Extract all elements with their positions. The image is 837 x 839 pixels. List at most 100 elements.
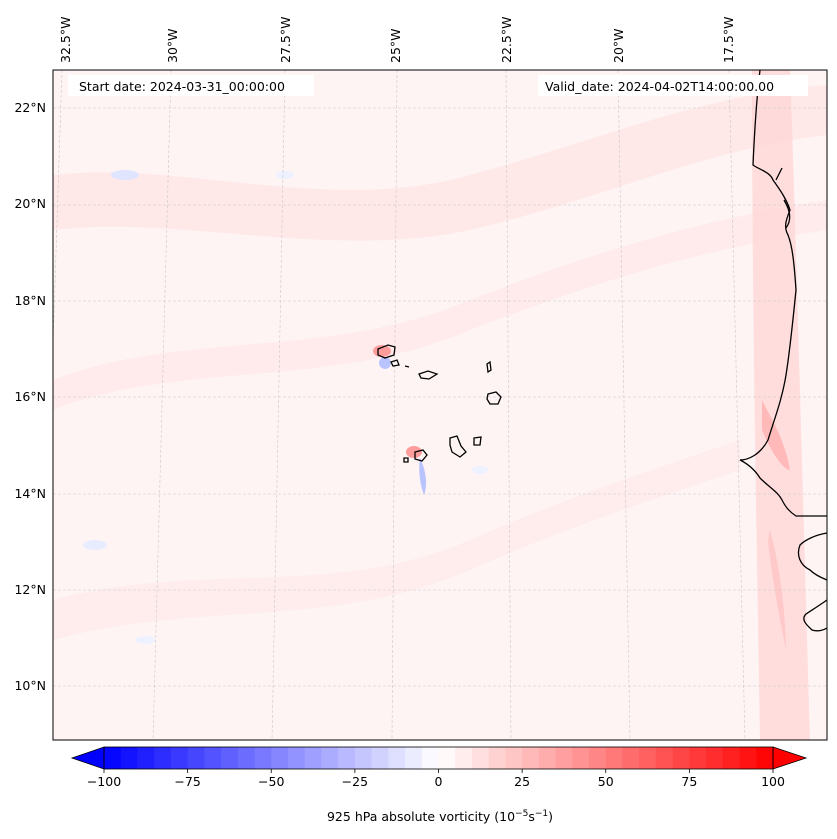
- colorbar-tick-label: −50: [258, 774, 284, 789]
- negative-vorticity-patch: [472, 466, 488, 474]
- coastlines: [377, 70, 827, 632]
- cape-verde-island-brava: [403, 457, 409, 463]
- colorbar-segment: [672, 747, 690, 769]
- colorbar-segment: [522, 747, 540, 769]
- vorticity-coastal-peak-south: [768, 530, 786, 650]
- colorbar-segment: [338, 747, 356, 769]
- cape-verde-island-sao-vicente: [390, 359, 400, 367]
- colorbar-segment: [120, 747, 138, 769]
- colorbar-tick-label: −100: [87, 774, 121, 789]
- vorticity-coastal-peak: [762, 400, 790, 470]
- start-date-box: [68, 75, 314, 96]
- map-frame: [52, 69, 828, 741]
- vorticity-band-center: [53, 200, 827, 410]
- colorbar-extend-max: [772, 746, 808, 770]
- africa-coastline-south: [797, 532, 827, 632]
- colorbar-title-mid: s: [528, 809, 535, 824]
- colorbar-segment: [505, 747, 523, 769]
- colorbar-segment: [455, 747, 473, 769]
- colorbar-segment: [221, 747, 239, 769]
- island-wake-positive: [406, 446, 422, 458]
- cape-verde-island-fogo: [414, 449, 428, 462]
- cape-verde-island-santa-luzia: [404, 365, 410, 368]
- colorbar-segment: [438, 747, 456, 769]
- colorbar-segment: [187, 747, 205, 769]
- colorbar-segment: [388, 747, 406, 769]
- island-wake-negative: [379, 357, 391, 369]
- colorbar-segment: [154, 747, 172, 769]
- colorbar-segment: [555, 747, 573, 769]
- cape-verde-island-santo-antao: [377, 344, 396, 359]
- colorbar-title-exp2: −1: [535, 809, 548, 819]
- negative-vorticity-patch: [135, 636, 155, 644]
- colorbar-segment: [756, 747, 774, 769]
- colorbar-title-exp1: −5: [515, 809, 528, 819]
- colorbar-tick-label: 100: [761, 774, 785, 789]
- negative-vorticity-patch: [111, 170, 139, 180]
- lon-label: 22.5°W: [499, 17, 514, 63]
- lat-label: 16°N: [14, 389, 46, 404]
- map-background: [53, 70, 827, 740]
- colorbar-segment: [488, 747, 506, 769]
- colorbar-segment: [538, 747, 557, 769]
- start-date-label: Start date: 2024-03-31_00:00:00: [79, 79, 285, 94]
- valid-date-label: Valid_date: 2024-04-02T14:00:00.00: [545, 79, 774, 94]
- colorbar-tick-label: −75: [174, 774, 200, 789]
- negative-vorticity-patch: [83, 540, 107, 550]
- colorbar-tick-label: 50: [598, 774, 614, 789]
- lat-label: 20°N: [14, 196, 46, 211]
- colorbar-segment: [254, 747, 272, 769]
- colorbar-segment: [589, 747, 607, 769]
- colorbar-title-end: ): [548, 809, 553, 824]
- colorbar-segment: [605, 747, 623, 769]
- lon-label: 25°W: [388, 28, 403, 63]
- colorbar-segment: [471, 747, 490, 769]
- colorbar-tick-label: 75: [681, 774, 697, 789]
- colorbar-segment: [271, 747, 289, 769]
- cape-verde-island-sal: [486, 360, 492, 374]
- colorbar-segment: [304, 747, 322, 769]
- colorbar-segment: [204, 747, 222, 769]
- graticule: [53, 70, 827, 740]
- latitude-labels: 22°N 20°N 18°N 16°N 14°N 12°N 10°N: [14, 100, 46, 693]
- colorbar-segment: [639, 747, 657, 769]
- colorbar-tick-label: 0: [435, 774, 443, 789]
- lon-label: 30°W: [165, 28, 180, 63]
- lat-label: 14°N: [14, 486, 46, 501]
- island-wake-negative: [419, 458, 427, 495]
- colorbar-ticks: −100 −75 −50 −25 0 25 50 75 100: [87, 769, 785, 789]
- colorbar-segment: [689, 747, 707, 769]
- cape-verde-island-maio: [473, 436, 482, 446]
- colorbar-segment: [722, 747, 741, 769]
- lat-label: 12°N: [14, 582, 46, 597]
- lat-label: 22°N: [14, 100, 46, 115]
- lon-label: 20°W: [611, 28, 626, 63]
- colorbar-extend-min: [70, 746, 105, 770]
- vorticity-coastal-strip: [752, 70, 810, 740]
- valid-date-box: [538, 75, 808, 96]
- longitude-labels: 32.5°W 30°W 27.5°W 25°W 22.5°W 20°W 17.5…: [58, 17, 736, 63]
- vorticity-band-north: [53, 85, 827, 241]
- colorbar-segments: [104, 747, 774, 769]
- lon-label: 27.5°W: [278, 17, 293, 63]
- colorbar-segment: [622, 747, 640, 769]
- colorbar-tick-label: 25: [514, 774, 530, 789]
- colorbar-segment: [739, 747, 757, 769]
- cape-verde-island-sao-nicolau: [418, 370, 439, 380]
- colorbar-segment: [137, 747, 155, 769]
- colorbar-segment: [371, 747, 389, 769]
- lon-label: 17.5°W: [721, 17, 736, 63]
- colorbar-title-main: 925 hPa absolute vorticity (10: [327, 809, 515, 824]
- peninsula-coast: [775, 167, 791, 229]
- negative-vorticity-patch: [276, 171, 294, 179]
- colorbar-segment: [572, 747, 590, 769]
- colorbar-segment: [706, 747, 724, 769]
- colorbar-tick-label: −25: [342, 774, 368, 789]
- colorbar-segment: [237, 747, 256, 769]
- colorbar-segment: [655, 747, 674, 769]
- lat-label: 18°N: [14, 293, 46, 308]
- africa-coastline: [739, 70, 827, 517]
- colorbar-segment: [405, 747, 423, 769]
- colorbar: −100 −75 −50 −25 0 25 50 75 100 925 hPa absolute…: [70, 746, 808, 824]
